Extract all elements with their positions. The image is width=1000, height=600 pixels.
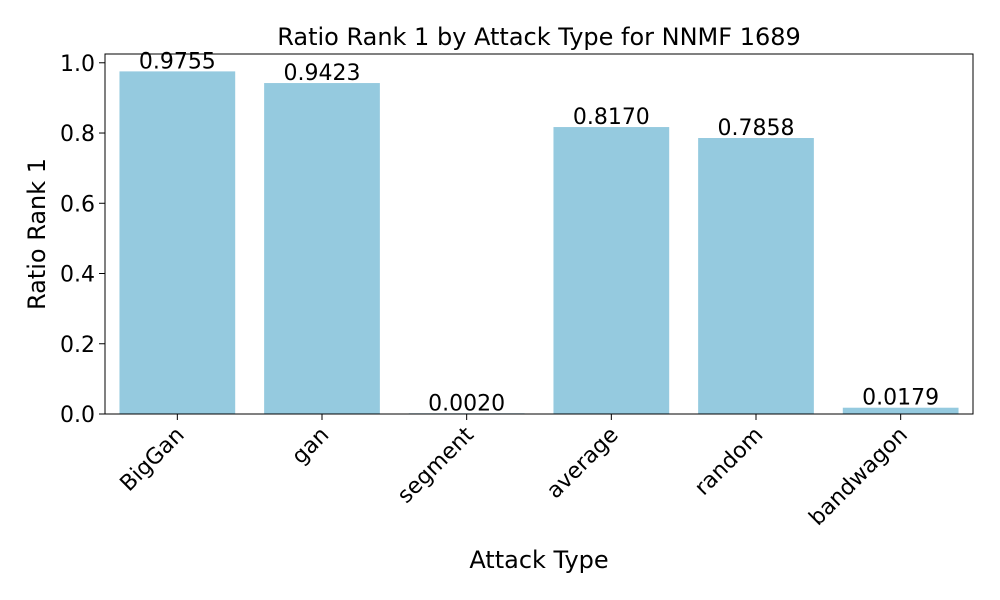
y-axis: 0.0 0.2 0.4 0.6 0.8 1.0 [60, 52, 105, 428]
bar-average [553, 127, 670, 415]
bar-BigGan [119, 71, 236, 414]
y-tick-label: 0.2 [60, 333, 95, 358]
y-tick-label: 1.0 [60, 52, 95, 77]
data-labels-group: 0.9755 0.9423 0.0020 0.8170 0.7858 0.0179 [139, 49, 939, 416]
bar-gan [264, 83, 380, 415]
bar-random [698, 138, 814, 414]
data-label-BigGan: 0.9755 [139, 49, 216, 74]
data-label-random: 0.7858 [718, 116, 795, 141]
y-axis-label: Ratio Rank 1 [23, 158, 51, 310]
chart-title: Ratio Rank 1 by Attack Type for NNMF 168… [277, 23, 801, 51]
bars-group [119, 71, 959, 415]
x-axis: BigGan gan segment average random bandwagon [116, 414, 913, 531]
x-tick-label-average: average [542, 423, 623, 504]
data-label-segment: 0.0020 [428, 391, 505, 416]
x-tick-label-bandwagon: bandwagon [805, 423, 913, 531]
x-tick-label-gan: gan [287, 423, 334, 470]
x-tick-label-random: random [690, 423, 768, 501]
data-label-gan: 0.9423 [284, 61, 361, 86]
bar-bandwagon [842, 407, 959, 414]
x-tick-label-segment: segment [393, 422, 479, 508]
data-label-average: 0.8170 [573, 105, 650, 130]
y-tick-label: 0.8 [60, 122, 95, 147]
y-tick-label: 0.6 [60, 192, 95, 217]
data-label-bandwagon: 0.0179 [862, 386, 939, 411]
x-tick-label-BigGan: BigGan [116, 423, 190, 497]
y-tick-label: 0.4 [60, 263, 95, 288]
x-axis-label: Attack Type [469, 546, 608, 574]
y-tick-label: 0.0 [60, 403, 95, 428]
plot-frame [104, 53, 974, 415]
